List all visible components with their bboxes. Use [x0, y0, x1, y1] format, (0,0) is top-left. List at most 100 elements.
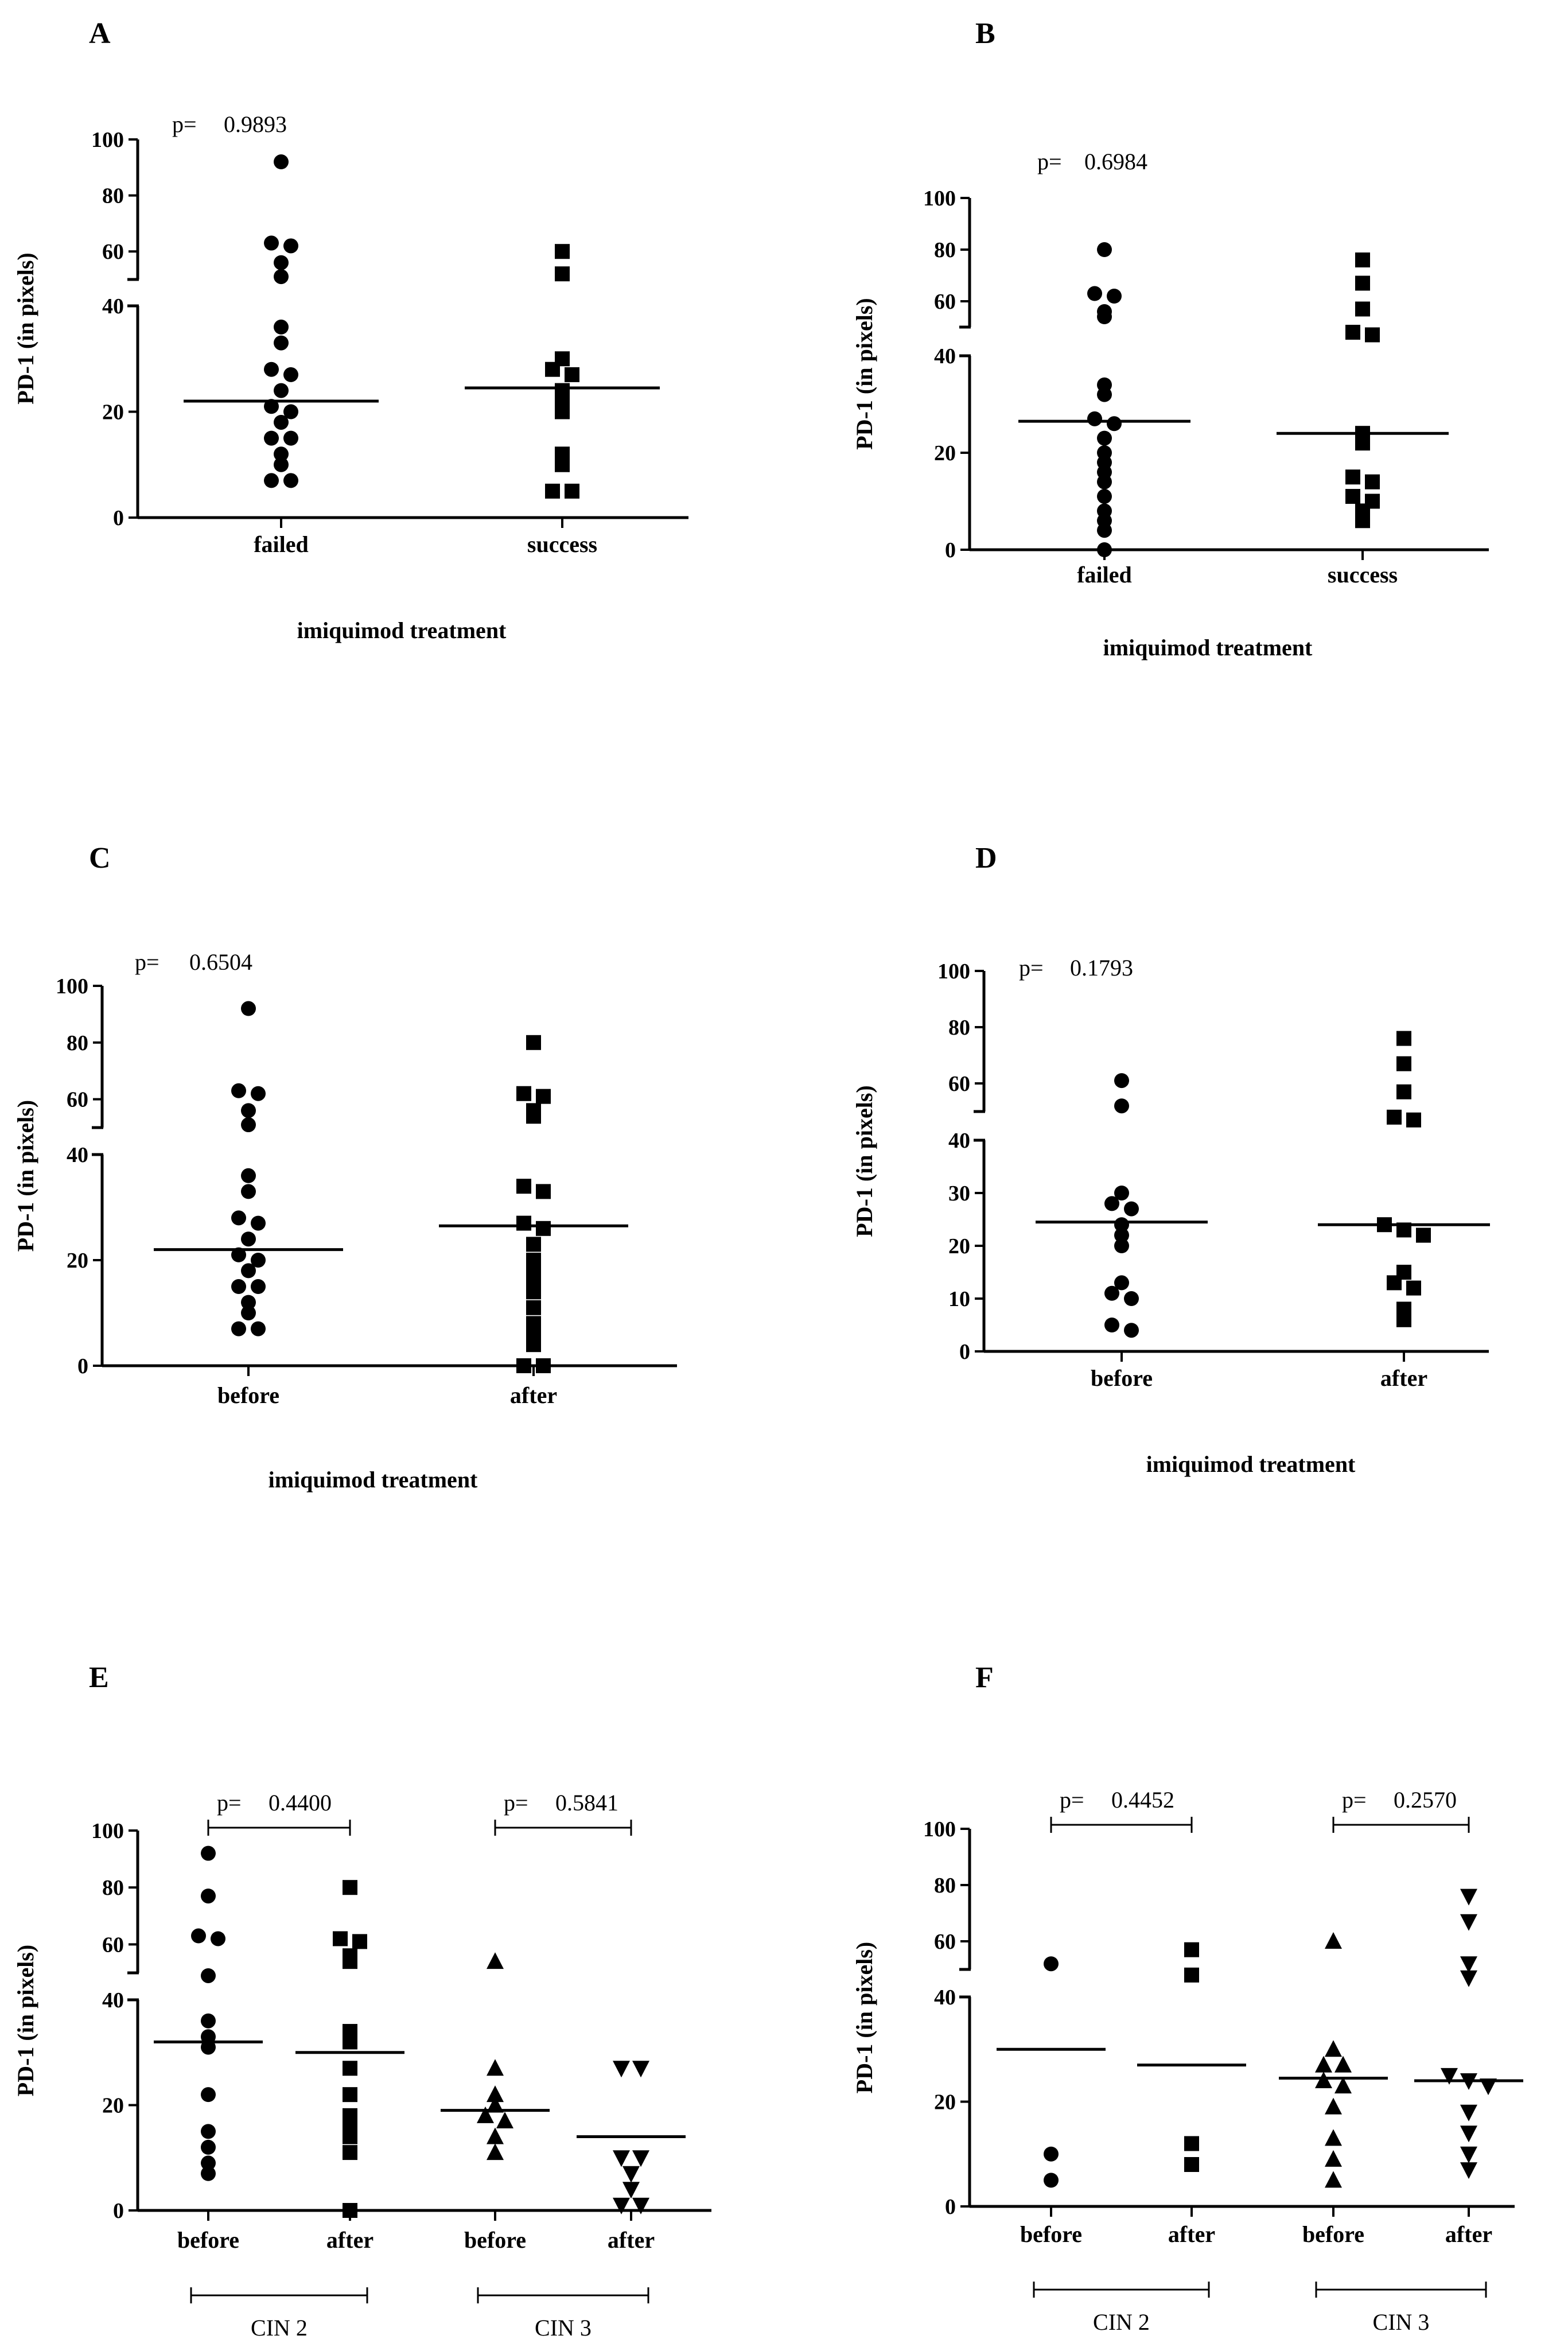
p-value-label: p=: [1060, 1787, 1084, 1813]
y-tick-label: 10: [948, 1287, 970, 1311]
x-axis-label: imiquimod treatment: [1103, 635, 1313, 660]
y-tick-label: 80: [948, 1016, 970, 1040]
data-point: [283, 430, 298, 446]
y-tick-label: 60: [67, 1088, 88, 1112]
y-tick-label: 20: [934, 2090, 956, 2115]
data-point: [264, 430, 279, 446]
x-tick-label: after: [1380, 1365, 1427, 1391]
y-tick-label: 40: [934, 344, 956, 368]
y-tick-label: 60: [934, 290, 956, 314]
data-point: [231, 1210, 246, 1226]
data-point: [1387, 1275, 1402, 1291]
data-point: [251, 1279, 266, 1294]
data-point: [201, 2139, 216, 2155]
data-point: [1396, 1084, 1411, 1099]
p-value: 0.5841: [555, 1790, 618, 1816]
data-point: [613, 2197, 630, 2214]
x-axis-label: imiquimod treatment: [269, 1467, 478, 1493]
data-point: [274, 446, 289, 462]
data-point: [1114, 1227, 1129, 1243]
x-tick-label: success: [527, 531, 597, 557]
data-point: [231, 1279, 246, 1294]
data-point: [555, 266, 570, 282]
data-point: [1107, 289, 1122, 304]
data-point: [1355, 252, 1370, 267]
data-point: [201, 2039, 216, 2055]
x-tick-label: failed: [254, 531, 309, 557]
data-point: [1365, 474, 1380, 489]
y-tick-label: 20: [948, 1234, 970, 1258]
data-point: [333, 1931, 348, 1946]
data-point: [1097, 489, 1112, 504]
p-value-label: p=: [1019, 955, 1044, 981]
y-tick-label: 40: [948, 1129, 970, 1153]
data-point: [555, 244, 570, 259]
data-point: [352, 1934, 367, 1949]
data-point: [516, 1179, 531, 1194]
panel-label: B: [975, 17, 995, 50]
data-point: [1114, 1186, 1129, 1200]
panel-label: D: [975, 842, 997, 875]
p-value-label: p=: [504, 1790, 528, 1816]
x-tick-label: after: [1168, 2221, 1215, 2247]
p-value: 0.9893: [224, 111, 287, 137]
data-point: [526, 1237, 541, 1252]
y-tick-label: 0: [77, 1354, 88, 1378]
data-point: [343, 2145, 357, 2161]
x-tick-label: after: [510, 1382, 557, 1408]
data-point: [1460, 1956, 1477, 1973]
y-tick-label: 80: [934, 1874, 956, 1898]
data-point: [251, 1321, 266, 1336]
data-point: [526, 1284, 541, 1300]
data-point: [201, 2155, 216, 2171]
data-point: [201, 2087, 216, 2103]
y-tick-label: 40: [67, 1143, 88, 1167]
y-tick-label: 100: [923, 1817, 956, 1841]
data-point: [1355, 513, 1370, 529]
data-point: [1097, 387, 1112, 402]
data-point: [283, 473, 298, 488]
y-tick-label: 20: [102, 2094, 124, 2118]
y-tick-label: 20: [934, 441, 956, 465]
data-point: [1406, 1280, 1421, 1296]
y-tick-label: 40: [934, 1985, 956, 2010]
y-tick-label: 100: [91, 1819, 124, 1843]
data-point: [1124, 1323, 1139, 1338]
data-point: [274, 269, 289, 285]
data-point: [1184, 2136, 1199, 2151]
data-point: [1416, 1227, 1431, 1243]
data-point: [1345, 469, 1360, 485]
data-point: [516, 1086, 531, 1101]
data-point: [191, 1928, 206, 1944]
panel-label: F: [975, 1661, 994, 1694]
data-point: [1460, 2146, 1477, 2163]
x-axis-label: imiquimod treatment: [297, 617, 507, 643]
data-point: [1365, 327, 1380, 343]
data-point: [526, 1109, 541, 1124]
data-point: [231, 1247, 246, 1262]
data-point: [536, 1221, 551, 1236]
y-tick-label: 0: [945, 538, 956, 562]
data-point: [1097, 523, 1112, 538]
data-point: [201, 2166, 216, 2181]
data-point: [536, 1358, 551, 1373]
data-point: [264, 399, 279, 414]
p-value: 0.1793: [1070, 955, 1133, 981]
y-tick-label: 30: [948, 1182, 970, 1206]
data-point: [487, 2096, 504, 2113]
data-point: [1044, 2173, 1059, 2188]
y-tick-label: 80: [934, 238, 956, 262]
data-point: [274, 383, 289, 398]
data-point: [1104, 1196, 1119, 1211]
panel-label: C: [89, 842, 111, 875]
x-tick-label: after: [1445, 2221, 1492, 2247]
data-point: [241, 1168, 256, 1183]
data-point: [487, 2085, 504, 2103]
x-tick-label: success: [1328, 562, 1398, 588]
y-tick-label: 20: [67, 1249, 88, 1273]
y-tick-label: 100: [91, 128, 124, 152]
data-point: [241, 1103, 256, 1118]
data-point: [1396, 1056, 1411, 1071]
data-point: [1087, 411, 1102, 426]
data-point: [1114, 1275, 1129, 1291]
